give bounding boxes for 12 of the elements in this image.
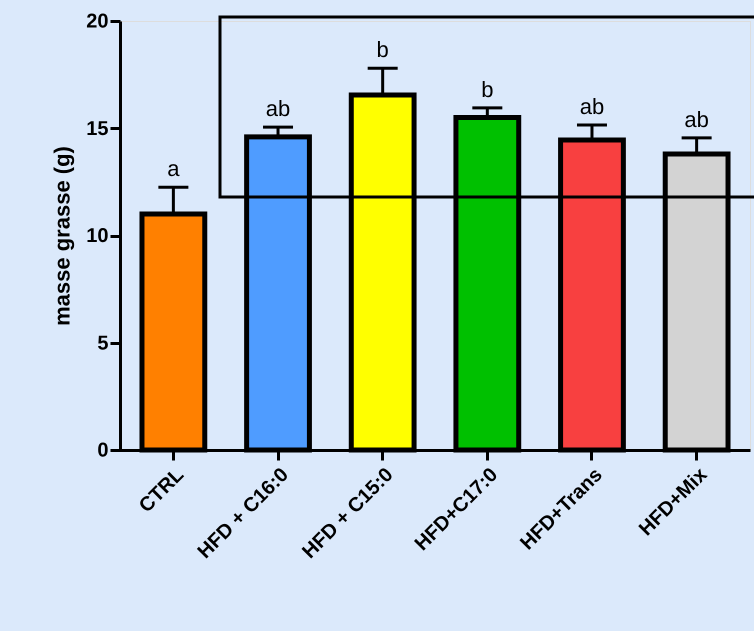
y-tick-label: 20: [86, 10, 108, 32]
annotation: ab: [266, 96, 290, 122]
y-tick-label: 15: [86, 118, 108, 140]
annotation: a: [167, 156, 180, 182]
annotation: b: [481, 76, 494, 102]
annotation: b: [376, 37, 389, 62]
y-axis-title: masse grasse (g): [49, 146, 74, 326]
y-tick-label: 0: [97, 440, 108, 462]
y-tick-label: 5: [97, 332, 108, 354]
y-tick-label: 10: [86, 225, 108, 247]
annotation: ab: [684, 106, 709, 132]
annotation: ab: [580, 94, 604, 120]
